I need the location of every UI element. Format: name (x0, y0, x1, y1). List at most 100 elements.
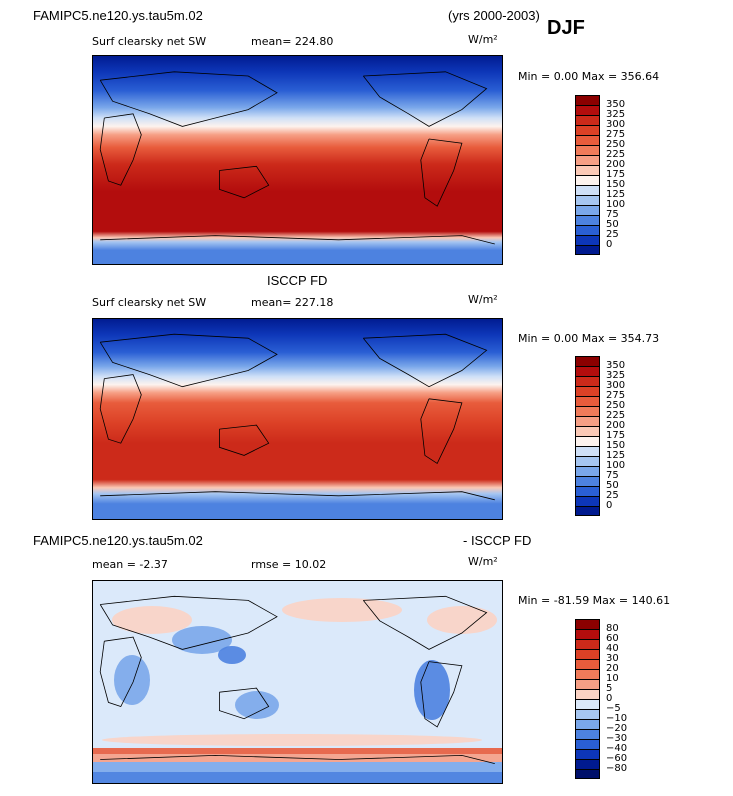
colorbar-label: 75 (606, 470, 619, 481)
colorbar-swatch (575, 709, 600, 719)
colorbar-swatch (575, 629, 600, 639)
colorbar-label: 150 (606, 440, 626, 451)
colorbar-swatch (575, 165, 600, 175)
colorbar-label: 175 (606, 169, 626, 180)
colorbar-swatch (575, 446, 600, 456)
panel3-title-left: FAMIPC5.ne120.ys.tau5m.02 (33, 533, 203, 548)
colorbar-label: 275 (606, 129, 626, 140)
colorbar-label: 50 (606, 480, 619, 491)
coastline (219, 424, 270, 456)
colorbar-swatch (575, 476, 600, 486)
colorbar-swatch (575, 669, 600, 679)
coastline (420, 661, 463, 728)
colorbar-label: 0 (606, 693, 613, 704)
colorbar-label: −20 (606, 723, 628, 734)
panel3-units: W/m² (468, 555, 498, 568)
panel1-minmax: Min = 0.00 Max = 356.64 (518, 70, 660, 83)
panel1-units: W/m² (468, 33, 498, 46)
colorbar-label: 250 (606, 139, 626, 150)
colorbar-label: 225 (606, 410, 626, 421)
colorbar-label: −40 (606, 743, 628, 754)
colorbar-swatch (575, 486, 600, 496)
coastline (219, 165, 270, 199)
coastline (100, 235, 495, 245)
colorbar-label: 300 (606, 119, 626, 130)
colorbar-swatch (575, 376, 600, 386)
colorbar-label: 40 (606, 643, 619, 654)
panel3-map (92, 580, 503, 784)
coastline (99, 636, 142, 707)
coastline (99, 71, 278, 127)
colorbar-label: 150 (606, 179, 626, 190)
panel2-minmax: Min = 0.00 Max = 354.73 (518, 332, 660, 345)
panel1-field: Surf clearsky net SW (92, 35, 207, 48)
colorbar-swatch (575, 185, 600, 195)
colorbar-label: 5 (606, 683, 613, 694)
colorbar-label: 25 (606, 490, 619, 501)
case-title: FAMIPC5.ne120.ys.tau5m.02 (33, 8, 203, 23)
coastline (420, 138, 463, 207)
colorbar-frame (575, 95, 600, 255)
colorbar-label: 300 (606, 380, 626, 391)
colorbar-swatch (575, 386, 600, 396)
coastline (99, 374, 142, 444)
colorbar-label: 350 (606, 360, 626, 371)
colorbar-swatch (575, 416, 600, 426)
colorbar-label: 125 (606, 450, 626, 461)
coastline (420, 398, 463, 464)
colorbar-label: 175 (606, 430, 626, 441)
colorbar-swatch (575, 456, 600, 466)
colorbar-swatch (575, 245, 600, 255)
colorbar-swatch (575, 759, 600, 769)
colorbar-swatch (575, 679, 600, 689)
colorbar-label: 50 (606, 219, 619, 230)
colorbar-label: 20 (606, 663, 619, 674)
colorbar-swatch (575, 496, 600, 506)
panel2-mean: mean= 227.18 (251, 296, 334, 309)
colorbar-swatch (575, 699, 600, 709)
colorbar-swatch (575, 406, 600, 416)
colorbar-swatch (575, 436, 600, 446)
colorbar-label: 250 (606, 400, 626, 411)
panel2-title: ISCCP FD (267, 273, 328, 288)
colorbar-label: 25 (606, 229, 619, 240)
colorbar-swatch (575, 659, 600, 669)
panel2-units: W/m² (468, 293, 498, 306)
colorbar-label: 60 (606, 633, 619, 644)
panel2-field: Surf clearsky net SW (92, 296, 207, 309)
colorbar-swatch (575, 195, 600, 205)
colorbar-swatch (575, 205, 600, 215)
colorbar-swatch (575, 396, 600, 406)
panel2-map (92, 318, 503, 520)
colorbar-label: 275 (606, 390, 626, 401)
colorbar-swatch (575, 466, 600, 476)
colorbar-swatch (575, 649, 600, 659)
colorbar-swatch (575, 225, 600, 235)
coastline (100, 754, 495, 764)
colorbar-swatch (575, 215, 600, 225)
colorbar-label: 80 (606, 623, 619, 634)
colorbar-swatch (575, 175, 600, 185)
panel1-map (92, 55, 503, 265)
colorbar-label: 350 (606, 99, 626, 110)
colorbar-swatch (575, 426, 600, 436)
panel1-mean: mean= 224.80 (251, 35, 334, 48)
colorbar-label: 100 (606, 460, 626, 471)
colorbar-swatch (575, 105, 600, 115)
colorbar-frame (575, 356, 600, 516)
colorbar-swatch (575, 145, 600, 155)
colorbar-swatch (575, 749, 600, 759)
colorbar-swatch (575, 135, 600, 145)
colorbar-label: 0 (606, 500, 613, 511)
coastline (219, 687, 270, 720)
colorbar-swatch (575, 125, 600, 135)
colorbar-swatch (575, 366, 600, 376)
panel3-mean: mean = -2.37 (92, 558, 168, 571)
panel3-title-right: - ISCCP FD (463, 533, 532, 548)
coastline (362, 595, 488, 650)
colorbar-swatch (575, 689, 600, 699)
panel3-rmse: rmse = 10.02 (251, 558, 327, 571)
colorbar-label: −5 (606, 703, 621, 714)
colorbar-swatch (575, 115, 600, 125)
colorbar-label: 225 (606, 149, 626, 160)
